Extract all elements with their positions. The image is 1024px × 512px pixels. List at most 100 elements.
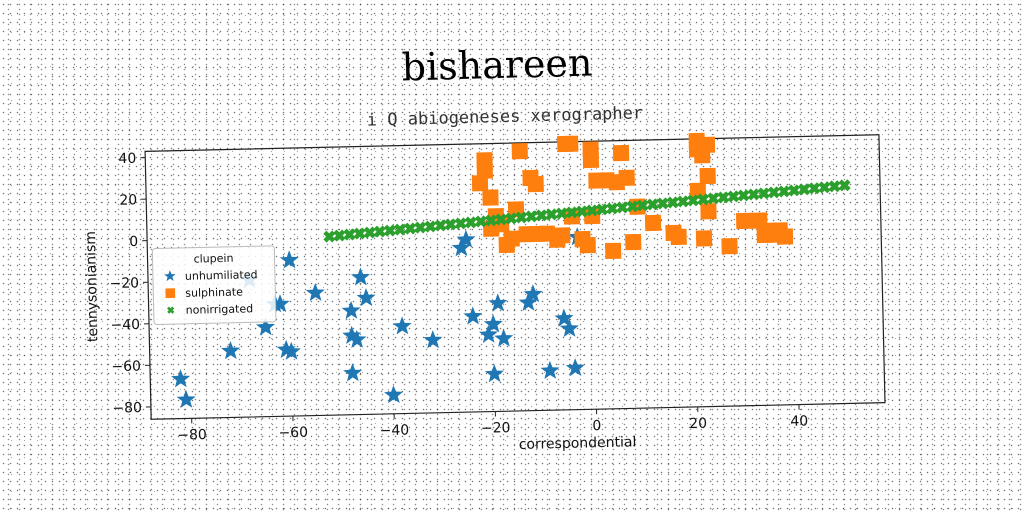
unhumiliated-point xyxy=(478,324,498,343)
sulphinate-point xyxy=(695,230,713,247)
nonirrigated-point xyxy=(707,192,720,205)
nonirrigated-point xyxy=(777,185,791,198)
unhumiliated-point xyxy=(488,293,508,312)
nonirrigated-point xyxy=(565,206,578,219)
nonirrigated-point xyxy=(434,219,447,232)
nonirrigated-point xyxy=(798,183,811,196)
legend-marker-unhumiliated xyxy=(164,270,176,282)
nonirrigated-point xyxy=(686,194,700,207)
legend-label-sulphinate: sulphinate xyxy=(185,286,243,300)
nonirrigated-point xyxy=(545,208,558,221)
x-tick-label: 0 xyxy=(592,418,601,434)
nonirrigated-point xyxy=(666,196,679,209)
unhumiliated-point xyxy=(343,363,363,382)
nonirrigated-point xyxy=(444,218,457,231)
chart-title: bishareen xyxy=(401,41,593,90)
x-tick-label: −20 xyxy=(481,420,511,437)
axes-frame xyxy=(144,134,886,420)
nonirrigated-point xyxy=(505,212,518,225)
unhumiliated-point xyxy=(494,328,514,347)
x-tick-label: 40 xyxy=(790,413,808,429)
nonirrigated-point xyxy=(828,180,841,193)
nonirrigated-point xyxy=(333,229,346,242)
nonirrigated-point xyxy=(697,193,710,206)
unhumiliated-point xyxy=(171,369,191,388)
unhumiliated-point xyxy=(341,300,361,320)
nonirrigated-point xyxy=(606,202,619,215)
legend: clupein unhumiliated sulphinate nonirrigate… xyxy=(151,245,277,325)
sulphinate-point xyxy=(563,208,581,225)
nonirrigated-point xyxy=(575,205,588,218)
nonirrigated-point xyxy=(404,222,417,235)
y-tick-label: −80 xyxy=(112,400,142,417)
unhumiliated-point xyxy=(221,340,241,360)
sulphinate-point xyxy=(554,227,571,244)
plot-area: −80 −60 −40 −20 0 20 40 −80 −60 −40 −20 0 20 40 corres… xyxy=(83,132,886,453)
nonirrigated-point xyxy=(363,226,376,239)
unhumiliated-point xyxy=(540,360,560,379)
y-tick-label: 0 xyxy=(129,234,138,250)
nonirrigated-point xyxy=(424,220,437,233)
unhumiliated-point xyxy=(451,238,471,257)
nonirrigated-point xyxy=(747,188,760,201)
nonirrigated-point xyxy=(727,190,740,203)
legend-marker-nonirrigated xyxy=(167,306,175,314)
nonirrigated-point xyxy=(656,197,669,210)
y-tick-label: −60 xyxy=(111,358,141,375)
nonirrigated-point xyxy=(737,189,750,202)
y-tick-label: 40 xyxy=(118,151,136,167)
sulphinate-point xyxy=(612,144,630,162)
sulphinate-point xyxy=(605,242,622,260)
nonirrigated-point xyxy=(788,184,801,197)
legend-label-unhumiliated: unhumiliated xyxy=(185,268,258,283)
sulphinate-point xyxy=(625,233,642,251)
sulphinate-point xyxy=(689,182,707,199)
unhumiliated-point xyxy=(279,250,299,269)
legend-label-nonirrigated: nonirrigated xyxy=(186,302,254,317)
nonirrigated-point xyxy=(343,228,356,241)
sulphinate-point xyxy=(511,142,528,160)
nonirrigated-point xyxy=(353,227,366,240)
unhumiliated-point xyxy=(423,330,443,349)
nonirrigated-point xyxy=(495,213,508,226)
x-tick-label: 20 xyxy=(689,416,707,432)
sulphinate-point xyxy=(618,169,635,187)
nonirrigated-point xyxy=(585,204,599,217)
unhumiliated-point xyxy=(559,318,579,337)
sulphinate-point xyxy=(771,222,788,239)
nonirrigated-point xyxy=(464,216,477,229)
unhumiliated-point xyxy=(463,306,483,325)
nonirrigated-point xyxy=(373,225,386,238)
sulphinate-point xyxy=(756,226,773,244)
nonirrigated-point xyxy=(484,214,498,227)
nonirrigated-point xyxy=(616,201,629,214)
nonirrigated-point xyxy=(383,224,396,237)
unhumiliated-point xyxy=(565,358,585,377)
nonirrigated-point xyxy=(596,203,609,216)
unhumiliated-point xyxy=(484,364,504,383)
unhumiliated-point xyxy=(392,316,412,335)
nonirrigated-point xyxy=(636,199,649,212)
nonirrigated-point xyxy=(818,181,831,194)
x-tick-label: −80 xyxy=(177,427,207,444)
nonirrigated-point xyxy=(555,207,568,220)
nonirrigated-point xyxy=(838,179,851,192)
y-tick-label: −40 xyxy=(110,317,140,334)
nonirrigated-point xyxy=(454,217,467,230)
sulphinate-point xyxy=(527,175,544,193)
x-tick-label: −60 xyxy=(278,425,308,442)
sulphinate-point xyxy=(482,189,499,206)
sulphinate-point xyxy=(644,214,662,232)
unhumiliated-point xyxy=(347,329,367,349)
legend-title: clupein xyxy=(193,252,233,266)
sulphinate-point xyxy=(476,162,493,179)
legend-marker-sulphinate xyxy=(165,288,176,299)
nonirrigated-point xyxy=(767,186,780,199)
nonirrigated-point xyxy=(757,187,770,200)
y-tick-label: −20 xyxy=(109,275,139,292)
unhumiliated-point xyxy=(176,389,196,409)
unhumiliated-point xyxy=(305,282,325,302)
sulphinate-point xyxy=(574,230,591,248)
nonirrigated-point xyxy=(676,195,690,208)
unhumiliated-point xyxy=(351,267,371,286)
